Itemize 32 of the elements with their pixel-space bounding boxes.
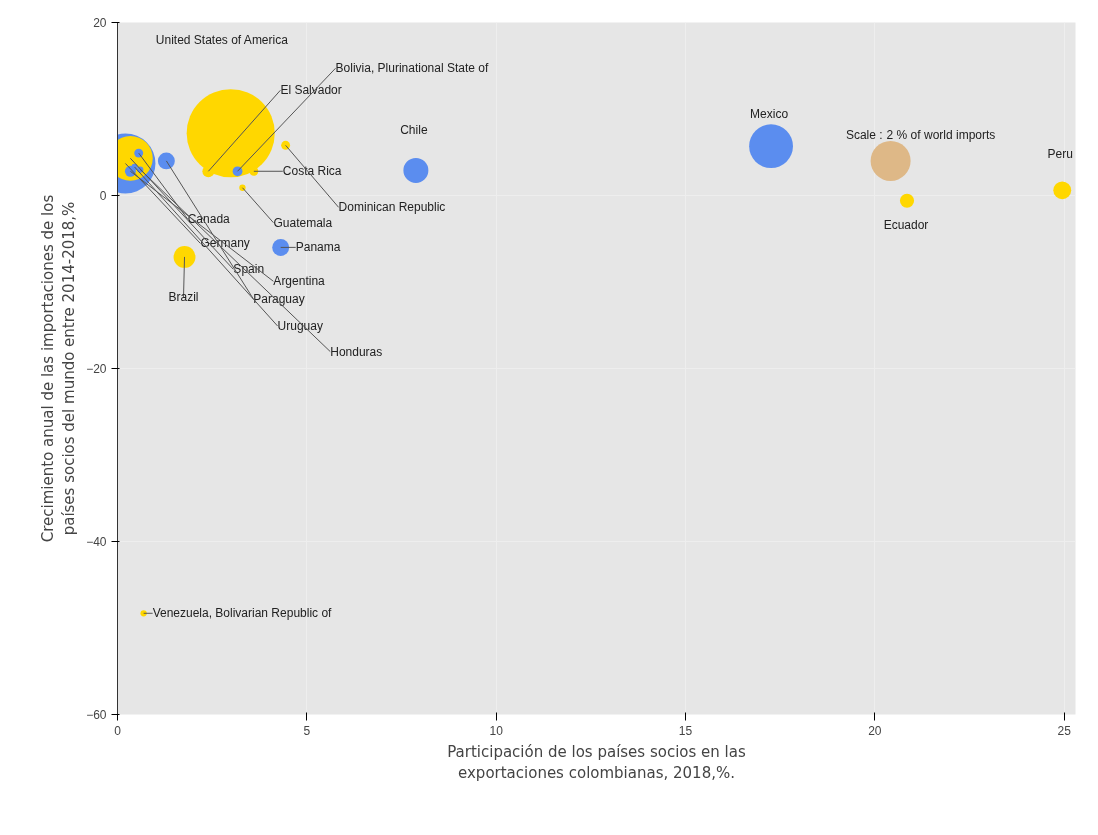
y-tick-label: −60 [86,708,107,722]
x-tick-label: 25 [1057,723,1072,738]
annotation: Brazil [168,289,199,304]
annotation: Ecuador [883,217,929,232]
x-axis-title: Participación de los países socios en las exportaciones colombianas, 2018,%. [447,742,746,783]
legend-label: 2 % of world imports [886,127,996,142]
annotation: Venezuela, Bolivarian Republic of [152,606,333,621]
annotation: Costa Rica [282,164,342,179]
x-tick-label: 0 [114,723,122,738]
annotation: Dominican Republic [338,200,446,215]
y-tick-label: 20 [93,16,107,30]
annotation: Panama [295,240,341,255]
legend-title: Scale : [845,127,883,142]
annotation: Chile [400,123,428,138]
annotation: Argentina [273,274,326,289]
annotation: Uruguay [277,318,323,333]
annotation: Paraguay [253,291,305,306]
annotation: Peru [1047,147,1073,162]
annotation: Honduras [330,344,383,359]
annotation: Guatemala [273,215,333,230]
y-axis-title: Crecimiento anual de las importaciones de los países socios del mundo entre 2014-2018,% [38,194,79,543]
x-tick-label: 5 [303,723,311,738]
annotation: Mexico [750,107,789,122]
x-tick-label: 10 [489,723,504,738]
y-tick-label: −20 [86,362,107,376]
annotation: Bolivia, Plurinational State of [335,61,489,76]
x-tick-label: 20 [868,723,882,738]
x-tick-label: 15 [678,723,693,738]
annotation: United States of America [155,32,289,47]
annotation: El Salvador [280,83,342,98]
y-tick-label: 0 [99,189,107,203]
y-tick-label: −40 [86,535,107,549]
